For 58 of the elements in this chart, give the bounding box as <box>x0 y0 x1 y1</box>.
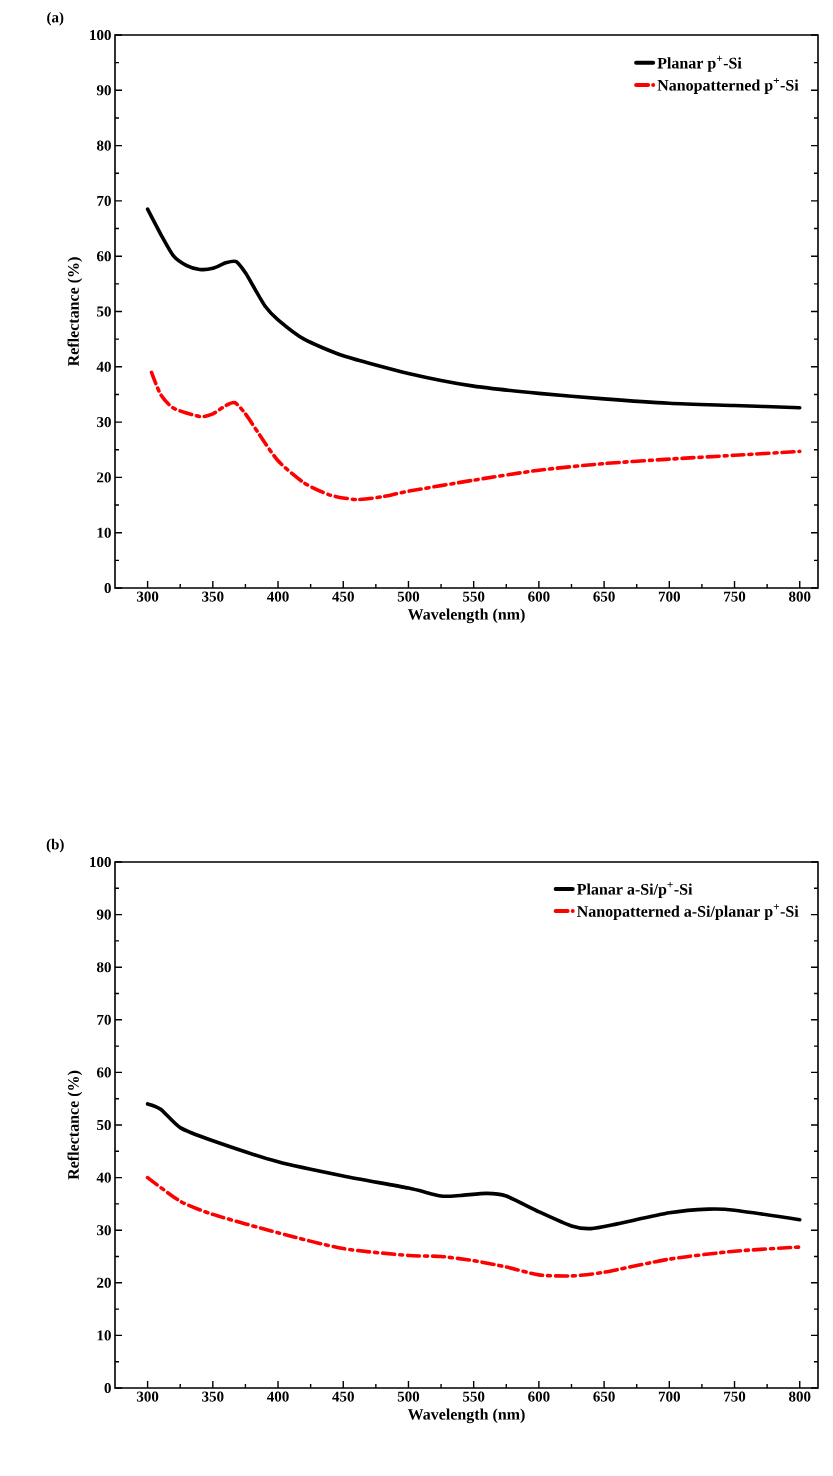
x-tick-label: 350 <box>202 591 224 602</box>
legend-label: Nanopatterned p$^{+}$-Si <box>657 77 799 94</box>
legend-label: Planar a-Si/p$^{+}$-Si <box>576 881 693 898</box>
x-tick-label: 400 <box>266 1391 289 1402</box>
x-tick-label: 650 <box>593 1391 615 1402</box>
y-tick-label: 10 <box>97 527 111 538</box>
x-tick-label: 800 <box>788 1391 811 1402</box>
y-axis-title: Reflectance (%) <box>67 1070 83 1180</box>
y-tick-label: 10 <box>97 1330 111 1341</box>
y-tick-label: 0 <box>104 582 111 594</box>
x-tick-label: 350 <box>202 1391 224 1402</box>
y-tick-label: 30 <box>97 1225 111 1236</box>
x-tick-label: 450 <box>332 1391 354 1402</box>
y-tick-label: 20 <box>97 472 111 483</box>
x-tick-label: 550 <box>463 591 485 602</box>
y-tick-label: 80 <box>96 140 111 151</box>
legend-label: Planar p$^{+}$-Si <box>657 55 742 72</box>
line-series <box>145 1175 802 1278</box>
x-tick-label: 600 <box>528 1391 550 1402</box>
x-tick-label: 700 <box>658 1391 680 1402</box>
y-axis-title: Reflectance (%) <box>67 257 83 367</box>
y-tick-label: 60 <box>96 251 111 262</box>
line-series <box>145 1102 802 1231</box>
y-tick-label: 0 <box>104 1382 111 1394</box>
y-tick-label: 100 <box>90 856 111 868</box>
x-tick-label: 400 <box>266 591 289 602</box>
line-series <box>145 207 802 410</box>
x-tick-label: 700 <box>658 591 680 602</box>
y-tick-label: 40 <box>96 361 111 372</box>
y-tick-label: 20 <box>97 1277 111 1288</box>
y-tick-label: 90 <box>96 909 111 920</box>
y-tick-label: 70 <box>97 1014 111 1025</box>
y-tick-label: 30 <box>97 417 111 428</box>
y-tick-label: 60 <box>96 1067 111 1078</box>
y-tick-label: 90 <box>96 85 111 96</box>
x-tick-label: 550 <box>463 1391 485 1402</box>
y-tick-label: 100 <box>90 29 111 41</box>
x-tick-label: 450 <box>332 591 354 602</box>
x-tick-label: 750 <box>724 1391 746 1402</box>
x-tick-label: 600 <box>528 591 550 602</box>
x-tick-label: 500 <box>397 591 420 602</box>
y-tick-label: 80 <box>96 962 111 973</box>
x-tick-label: 500 <box>397 1391 420 1402</box>
y-tick-label: 40 <box>96 1172 111 1183</box>
y-tick-label: 50 <box>97 1119 111 1131</box>
x-tick-label: 750 <box>724 591 746 602</box>
chart-title: (a) <box>47 11 64 26</box>
x-tick-label: 300 <box>136 1391 159 1402</box>
x-axis-title: Wavelength (nm) <box>407 1408 525 1424</box>
x-tick-label: 300 <box>136 591 159 602</box>
y-tick-label: 50 <box>97 306 111 317</box>
x-axis-title: Wavelength (nm) <box>407 608 525 624</box>
chart-title: (b) <box>46 838 64 853</box>
line-series <box>149 370 802 502</box>
y-tick-label: 70 <box>97 195 111 206</box>
x-tick-label: 800 <box>788 591 811 602</box>
legend-label: Nanopatterned a-Si/planar p$^{+}$-Si <box>577 904 799 921</box>
x-tick-label: 650 <box>593 591 615 602</box>
